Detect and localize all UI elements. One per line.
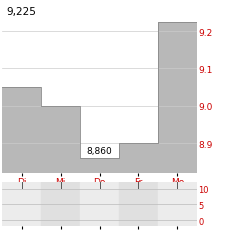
- Bar: [2, 182, 41, 226]
- Bar: [158, 182, 197, 226]
- Bar: [41, 182, 80, 226]
- Bar: [80, 182, 119, 226]
- Text: 8,860: 8,860: [86, 147, 112, 156]
- Text: 9,225: 9,225: [6, 7, 36, 17]
- Bar: [119, 182, 158, 226]
